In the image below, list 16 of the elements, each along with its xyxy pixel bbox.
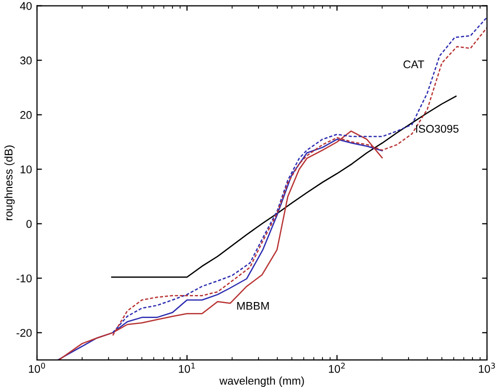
- annotation: ISO3095: [416, 124, 459, 133]
- annotation: MBBM: [237, 302, 269, 310]
- y-tick-label: 0: [26, 220, 32, 228]
- y-tick-label: 10: [20, 166, 32, 174]
- x-tick-label: 10$^{0}$: [28, 362, 46, 373]
- y-tick-label: 40: [20, 2, 32, 10]
- y-tick-label: 30: [20, 56, 32, 64]
- y-tick-label: -20: [16, 328, 32, 337]
- x-tick-label: 10$^{3}$: [478, 362, 495, 373]
- y-tick-label: -10: [16, 274, 32, 282]
- y-tick-label: 20: [20, 111, 32, 119]
- x-axis-title: wavelength (mm): [219, 376, 304, 387]
- x-tick-label: 10$^{1}$: [178, 362, 195, 373]
- annotation: CAT: [404, 60, 424, 68]
- x-tick-label: 10$^{2}$: [328, 362, 345, 373]
- y-axis-title: roughness (dB): [4, 146, 15, 220]
